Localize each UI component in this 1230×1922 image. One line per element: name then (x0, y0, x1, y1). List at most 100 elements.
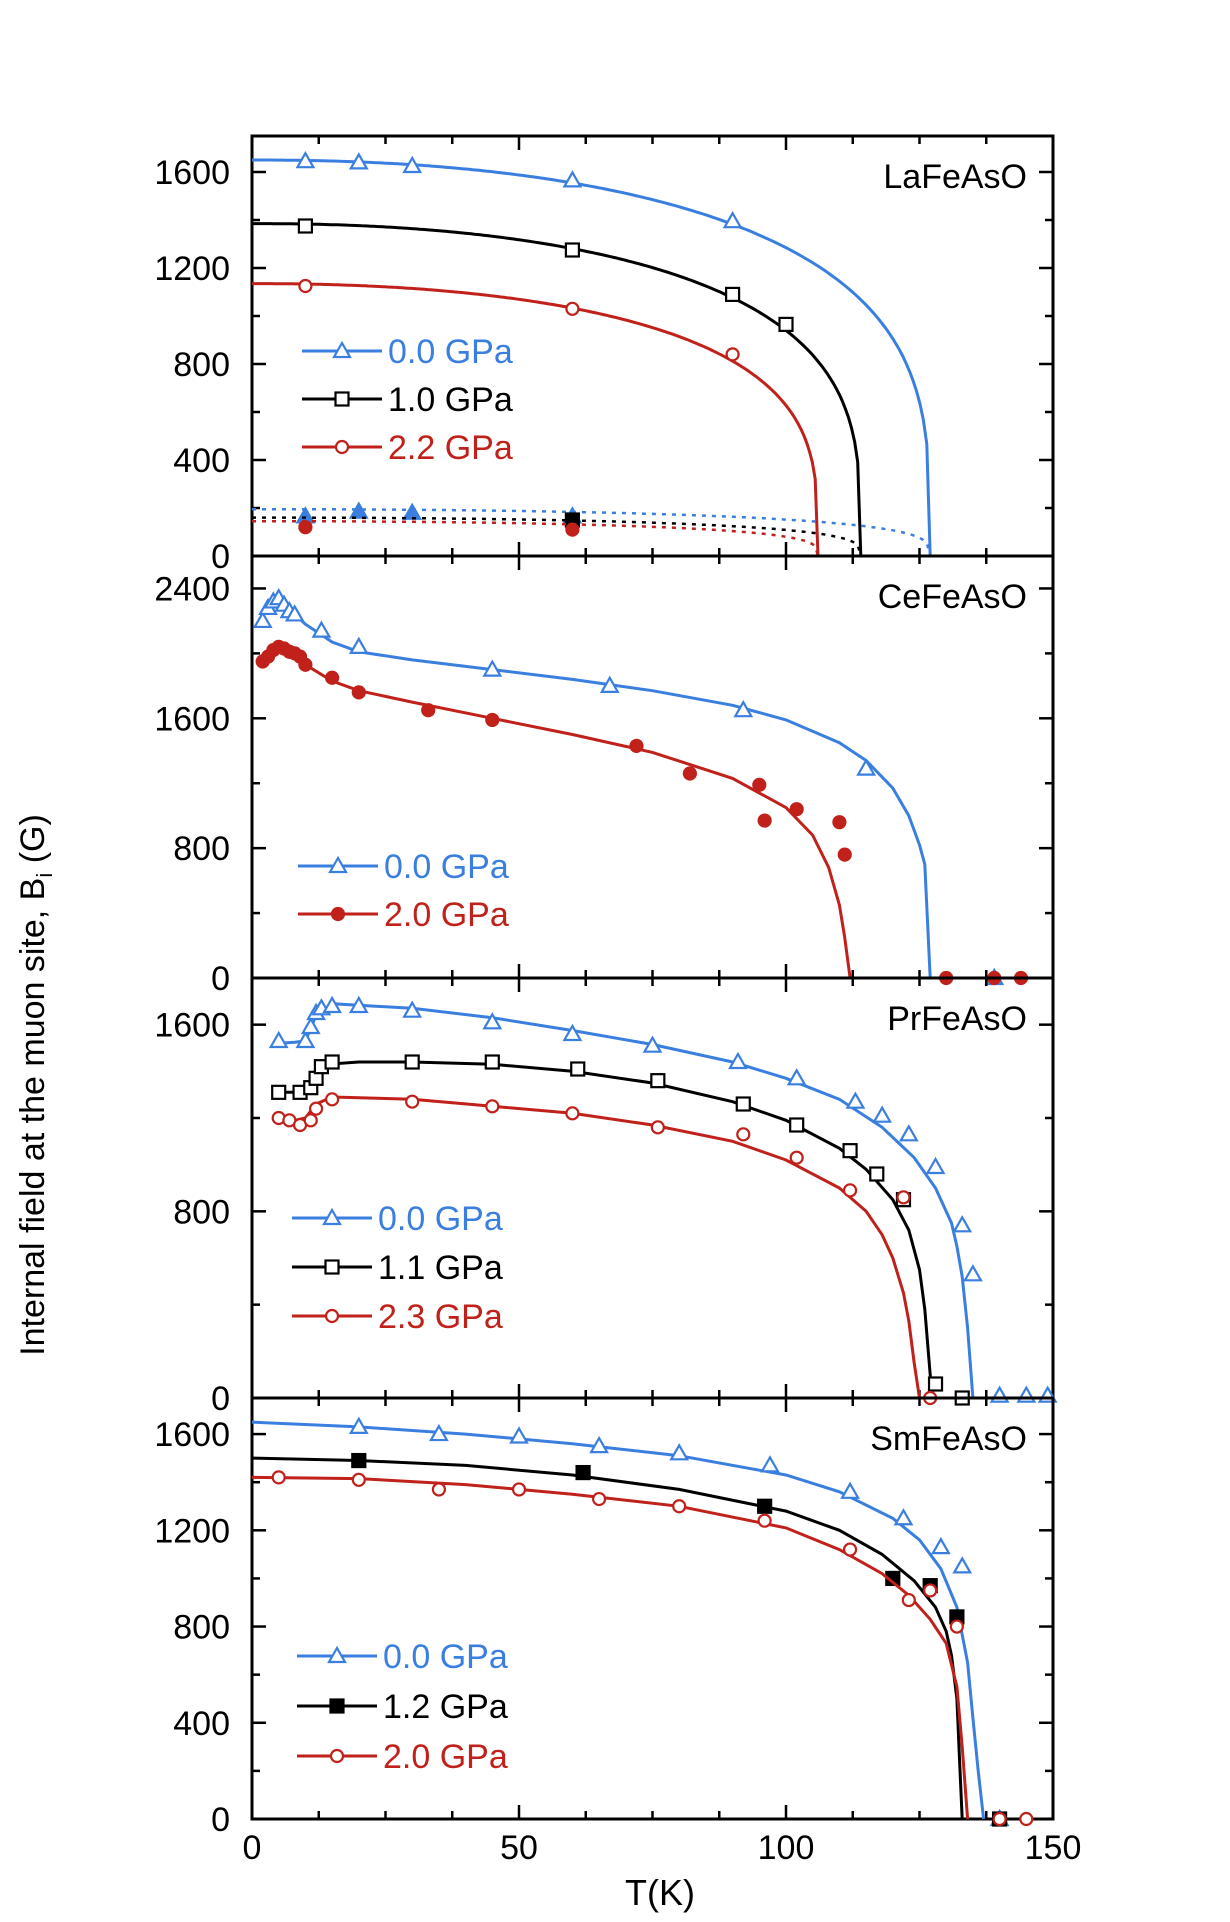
data-point (896, 1190, 911, 1205)
legend-label: 0.0 GPa (388, 333, 513, 371)
series-0-0-gpa (268, 995, 1058, 1403)
legend-marker (329, 1748, 345, 1764)
data-point (722, 210, 743, 229)
data-point (733, 699, 754, 718)
data-point (298, 657, 313, 672)
data-point (599, 675, 620, 693)
data-point (901, 1592, 916, 1608)
legend-label: 2.0 GPa (384, 896, 509, 934)
data-point (348, 501, 369, 519)
x-tick-label: 50 (500, 1829, 538, 1867)
fit-curve (251, 1456, 964, 1820)
data-point (284, 604, 305, 622)
data-point (789, 802, 804, 817)
data-point (923, 1583, 938, 1598)
legend-entry: 0.0 GPa (298, 848, 509, 886)
legend-label: 1.0 GPa (388, 381, 513, 419)
data-point (402, 155, 423, 174)
data-point (952, 1215, 973, 1233)
data-point (348, 636, 369, 654)
legend-label: 1.1 GPa (378, 1249, 503, 1287)
legend-label: 2.0 GPa (383, 1738, 508, 1776)
series-2-0-gpa (255, 639, 1029, 986)
data-point (591, 1491, 607, 1507)
data-point (735, 1096, 751, 1112)
legend-entry: 0.0 GPa (297, 1638, 508, 1676)
y-tick-label: 800 (173, 346, 230, 384)
data-point (832, 815, 847, 830)
data-point (252, 610, 273, 629)
data-point (297, 218, 313, 234)
legend-entry: 0.0 GPa (292, 1200, 503, 1238)
data-point (757, 1513, 772, 1528)
legend-label: 0.0 GPa (378, 1200, 503, 1238)
data-point (562, 1023, 583, 1042)
series-0-0-gpa (252, 150, 932, 557)
legend-entry: 2.3 GPa (292, 1298, 503, 1336)
fit-curve (251, 1475, 970, 1820)
series-2-3-gpa (271, 1092, 938, 1406)
data-point (511, 1482, 527, 1497)
legend-marker (324, 1259, 340, 1275)
data-point (300, 1016, 321, 1035)
data-point (295, 150, 316, 169)
x-tick-label: 100 (758, 1829, 815, 1867)
data-point (725, 347, 740, 362)
data-point (589, 1435, 609, 1454)
fit-curve (252, 158, 932, 557)
data-point (669, 1443, 690, 1461)
data-point (629, 738, 644, 754)
data-point (989, 1385, 1010, 1403)
x-tick-label: 0 (243, 1829, 262, 1867)
series-0-0-gpa (251, 1416, 1010, 1827)
data-point (650, 1120, 665, 1135)
data-point (575, 1464, 591, 1481)
chart-panel-smfeaso: 0 400 800 1200 1600 0 50 100 150 SmFeAsO 0.0 GPa 1.… (154, 1396, 1082, 1867)
legend-entry: 1.0 GPa (302, 381, 513, 419)
y-tick-label: 1200 (154, 1512, 230, 1550)
series-1-0-gpa (252, 218, 863, 557)
legend-marker (324, 1308, 340, 1324)
x-axis-label: T(K) (625, 1872, 695, 1913)
data-point (893, 1508, 914, 1526)
chart-panel-prfeaso: 0 800 1600 PrFeAsO 0.0 GPa 1.1 GPa 2.3 GPa (154, 976, 1058, 1418)
series-1-2-gpa (251, 1452, 1008, 1827)
x-tick-label: 150 (1025, 1829, 1082, 1867)
data-point (728, 1051, 748, 1070)
data-point (570, 1061, 586, 1077)
y-tick-label: 0 (211, 1380, 230, 1418)
data-point (778, 316, 794, 332)
series-0-0-gpa (252, 587, 1005, 986)
data-point (789, 1150, 804, 1165)
legend-marker (332, 340, 352, 359)
legend-entry: 2.0 GPa (297, 1738, 508, 1776)
series-1-0-gpa-low-field- (252, 512, 863, 557)
data-point (429, 1423, 449, 1442)
y-tick-label: 800 (173, 830, 230, 868)
legend-marker (329, 1698, 345, 1714)
data-point (324, 1054, 340, 1070)
chart-panel-cefeaso: 0 800 1600 2400 CeFeAsO 0.0 GPa 2.0 GPa (154, 554, 1055, 998)
legend-entry: 2.0 GPa (298, 896, 509, 934)
data-point (322, 995, 342, 1014)
data-point (485, 712, 500, 728)
series-0-0-gpa-low-field- (252, 501, 932, 557)
data-point (509, 1426, 529, 1444)
fit-curve (277, 594, 932, 979)
fit-curve (278, 1060, 935, 1399)
data-point (949, 1619, 964, 1634)
legend-marker (322, 1207, 342, 1226)
legend-marker (330, 906, 346, 922)
data-point (348, 152, 369, 170)
data-point (431, 1482, 446, 1497)
legend-marker (334, 439, 350, 455)
data-point (736, 1127, 751, 1142)
data-point (565, 301, 580, 316)
data-point (963, 1264, 983, 1282)
series-2-2-gpa (252, 278, 820, 557)
data-point (789, 1117, 805, 1133)
data-point (760, 1455, 780, 1473)
data-point (872, 1105, 893, 1123)
data-point (298, 520, 313, 535)
data-point (845, 1091, 866, 1109)
